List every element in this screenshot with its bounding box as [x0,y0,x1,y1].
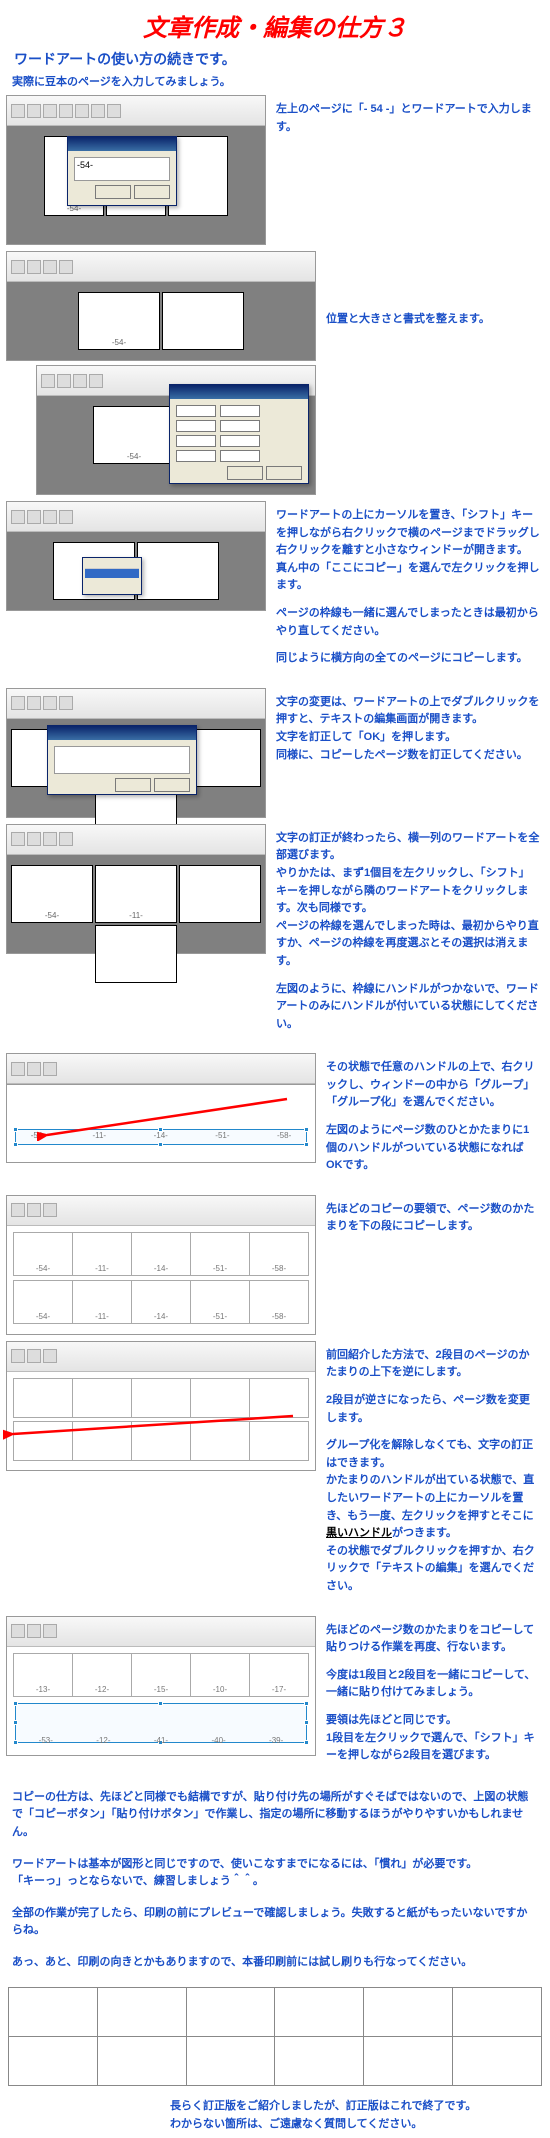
final-preview-grid [8,1987,542,2086]
figure-4 [6,688,266,818]
figure-5: -54--11- [6,824,266,954]
subtitle: ワードアートの使い方の続きです。 [0,47,550,73]
step-7-caption: 先ほどのコピーの要領で、ページ数のかたまりを下の段にコピーします。 [316,1195,544,1250]
intro-text: 実際に豆本のページを入力してみましょう。 [0,73,550,95]
figure-1: -54- -54- [6,95,266,245]
edit-text-dialog [47,725,197,795]
step-3-caption: ワードアートの上にカーソルを置き、「シフト」キーを押しながら右クリックで横のペー… [266,501,544,682]
step-1: -54- -54- 左上のページに「- 54 -」とワードアートで入力します。 [0,95,550,245]
mock-dialog: -54- [67,136,177,206]
mock-toolbar [7,96,265,126]
step-5: -54--11- 文字の訂正が終わったら、横一列のワードアートを全部選びます。 … [0,824,550,1048]
step-5-caption: 文字の訂正が終わったら、横一列のワードアートを全部選びます。 やりかたは、まず1… [266,824,544,1048]
page-title: 文章作成・編集の仕方３ [0,0,550,47]
step-3: ワードアートの上にカーソルを置き、「シフト」キーを押しながら右クリックで横のペー… [0,501,550,682]
page-number: -54- [127,452,141,461]
figure-9: -13- -12- -15- -10- -17- -53- -12- -41- [6,1616,316,1756]
figure-3 [6,501,266,611]
note-1: コピーの仕方は、先ほどと同様でも結構ですが、貼り付け先の場所がすぐそばではないの… [0,1785,550,1852]
step-8: 前回紹介した方法で、2段目のページのかたまりの上下を逆にします。 2段目が逆さに… [0,1341,550,1610]
note-4: あっ、あと、印刷の向きとかもありますので、本番印刷前には試し刷りも行なってくださ… [0,1950,550,1982]
step-6-caption: その状態で任意のハンドルの上で、右クリックし、ウィンドーの中から「グループ」「グ… [316,1053,544,1189]
arrow-icon [37,1095,297,1141]
note-2: ワードアートは基本が図形と同じですので、使いこなすまでになるには、「慣れ」が必要… [0,1852,550,1901]
step-1-caption: 左上のページに「- 54 -」とワードアートで入力します。 [266,95,544,150]
figure-6: -54--11--14--51--58- [6,1053,316,1163]
page-number: -54- [112,338,126,347]
figure-8 [6,1341,316,1471]
final-caption: 長らく訂正版をご紹介しましたが、訂正版はこれで終了です。 わからない箇所は、ご遠… [0,2092,550,2137]
step-2: -54- -54- 位置と大きさと書式を整えます。 [0,251,550,495]
step-2-caption: 位置と大きさと書式を整えます。 [316,251,494,343]
step-6: -54--11--14--51--58- その状態で任意のハンドルの上で、右クリ… [0,1053,550,1189]
step-4: 文字の変更は、ワードアートの上でダブルクリックを押すと、テキストの編集画面が開き… [0,688,550,818]
step-7: -54- -11- -14- -51- -58- -54- -11- -14- … [0,1195,550,1335]
figure-2: -54- -54- [6,251,316,495]
arrow-icon [3,1412,303,1440]
step-4-caption: 文字の変更は、ワードアートの上でダブルクリックを押すと、テキストの編集画面が開き… [266,688,544,778]
step-9-caption: 先ほどのページ数のかたまりをコピーして貼りつける作業を再度、行ないます。 今度は… [316,1616,544,1779]
context-menu [82,557,142,595]
figure-7: -54- -11- -14- -51- -58- -54- -11- -14- … [6,1195,316,1335]
step-8-caption: 前回紹介した方法で、2段目のページのかたまりの上下を逆にします。 2段目が逆さに… [316,1341,544,1610]
format-dialog [169,384,309,484]
note-3: 全部の作業が完了したら、印刷の前にプレビューで確認しましょう。失敗すると紙がもっ… [0,1901,550,1950]
step-9: -13- -12- -15- -10- -17- -53- -12- -41- [0,1616,550,1779]
